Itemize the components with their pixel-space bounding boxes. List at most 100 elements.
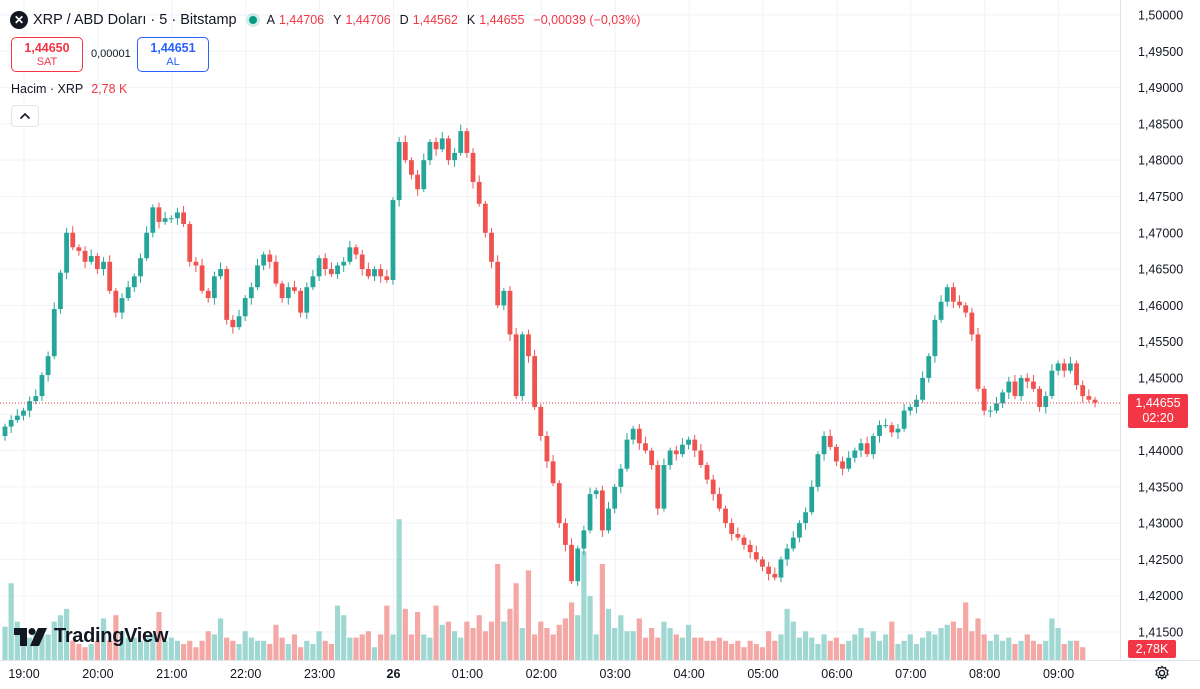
time-axis[interactable]: 19:00 20:00 21:00 22:00 23:00 26 01:00 02:00 03:…	[8, 667, 1074, 681]
symbol-title[interactable]: XRP / ABD Doları · 5 · Bitstamp	[33, 12, 237, 28]
candle-body	[1074, 363, 1079, 386]
candle	[1055, 360, 1061, 376]
candle-body	[193, 261, 199, 266]
candle	[803, 507, 808, 530]
volume-legend[interactable]: Hacim · XRP 2,78 K	[11, 82, 127, 96]
candle-body	[563, 523, 568, 545]
volume-bar	[759, 647, 766, 660]
volume-bar	[131, 637, 137, 660]
candle-body	[797, 523, 802, 538]
candle	[181, 205, 186, 227]
candle	[378, 264, 384, 283]
candle-body	[889, 425, 895, 433]
candle	[981, 385, 987, 416]
candle-body	[156, 207, 162, 222]
last-price-tag: 1,44655 02:20	[1128, 394, 1188, 428]
candle	[267, 249, 273, 269]
volume-bar	[27, 637, 33, 660]
volume-bar	[168, 637, 174, 660]
candle	[39, 372, 45, 401]
candle	[901, 404, 907, 432]
volume-bar	[895, 644, 901, 660]
volume-bar	[205, 631, 211, 660]
candle	[581, 525, 587, 556]
candle	[575, 545, 581, 586]
price-axis[interactable]: 1,50000 1,49500 1,49000 1,48500 1,48000 1,475…	[1138, 9, 1183, 640]
sell-button[interactable]: 1,44650 SAT	[11, 37, 83, 72]
sell-label: SAT	[36, 55, 58, 68]
candle-body	[353, 247, 359, 255]
xrp-logo-icon: ✕	[10, 11, 28, 29]
candle-body	[735, 534, 741, 538]
volume-bar	[809, 637, 815, 660]
candle-body	[716, 494, 722, 509]
price-tick-label: 1,44000	[1138, 444, 1183, 458]
volume-bar	[211, 634, 217, 660]
candle-body	[64, 232, 69, 273]
candle	[741, 534, 747, 550]
candle	[175, 207, 180, 225]
candle	[870, 433, 876, 459]
chart-settings-button[interactable]	[1152, 663, 1172, 683]
volume-bar	[371, 647, 378, 660]
candle	[975, 327, 981, 392]
candle	[1092, 396, 1098, 408]
price-tick-label: 1,48000	[1138, 154, 1183, 168]
volume-bar	[883, 634, 889, 660]
candle	[21, 407, 26, 421]
candle-body	[704, 465, 710, 480]
volume-bar	[14, 621, 20, 660]
buy-price: 1,44651	[150, 40, 196, 55]
candle-body	[446, 138, 451, 161]
buy-button[interactable]: 1,44651 AL	[137, 37, 209, 72]
candle-body	[870, 436, 876, 455]
candle-body	[125, 287, 131, 299]
candle-body	[27, 401, 33, 411]
volume-bar	[402, 608, 408, 660]
candle-body	[556, 483, 562, 524]
candle-body	[852, 450, 858, 458]
candle	[310, 269, 316, 291]
candle	[667, 447, 673, 470]
candle	[747, 540, 753, 559]
candle-body	[858, 443, 864, 451]
symbol-legend[interactable]: ✕ XRP / ABD Doları · 5 · Bitstamp A 1,447…	[10, 10, 649, 30]
candle-body	[575, 548, 581, 582]
candle	[248, 282, 254, 305]
volume-bar	[94, 640, 100, 660]
volume-bar	[605, 608, 612, 660]
collapse-legend-button[interactable]	[11, 105, 39, 127]
candle-body	[636, 428, 642, 444]
candle-body	[790, 537, 796, 549]
tradingview-logo[interactable]: TradingView	[14, 625, 168, 648]
candle	[236, 309, 242, 331]
volume-bar	[267, 644, 273, 660]
chevron-up-icon	[19, 112, 31, 120]
time-tick-label: 08:00	[969, 667, 1000, 681]
volume-bar	[334, 605, 341, 660]
candle-body	[550, 461, 556, 484]
candle	[76, 244, 82, 256]
candle	[895, 424, 901, 439]
volume-bar	[956, 628, 963, 660]
candle	[538, 404, 544, 441]
candle	[347, 240, 353, 265]
candle	[8, 415, 14, 434]
candle-body	[587, 494, 593, 531]
candle	[144, 226, 150, 262]
candle-body	[957, 301, 962, 306]
volume-bar	[1018, 640, 1024, 660]
candle-body	[1000, 392, 1006, 404]
candle-body	[667, 450, 673, 466]
volume-bar	[39, 628, 45, 660]
candle-body	[211, 276, 217, 299]
volume-bar	[796, 637, 803, 660]
volume-bar	[926, 631, 932, 660]
candle-body	[482, 203, 488, 233]
tradingview-wordmark: TradingView	[54, 625, 169, 647]
volume-bar	[919, 637, 926, 660]
candle-body	[452, 152, 457, 161]
candle-body	[439, 138, 445, 150]
candle	[1006, 376, 1012, 399]
